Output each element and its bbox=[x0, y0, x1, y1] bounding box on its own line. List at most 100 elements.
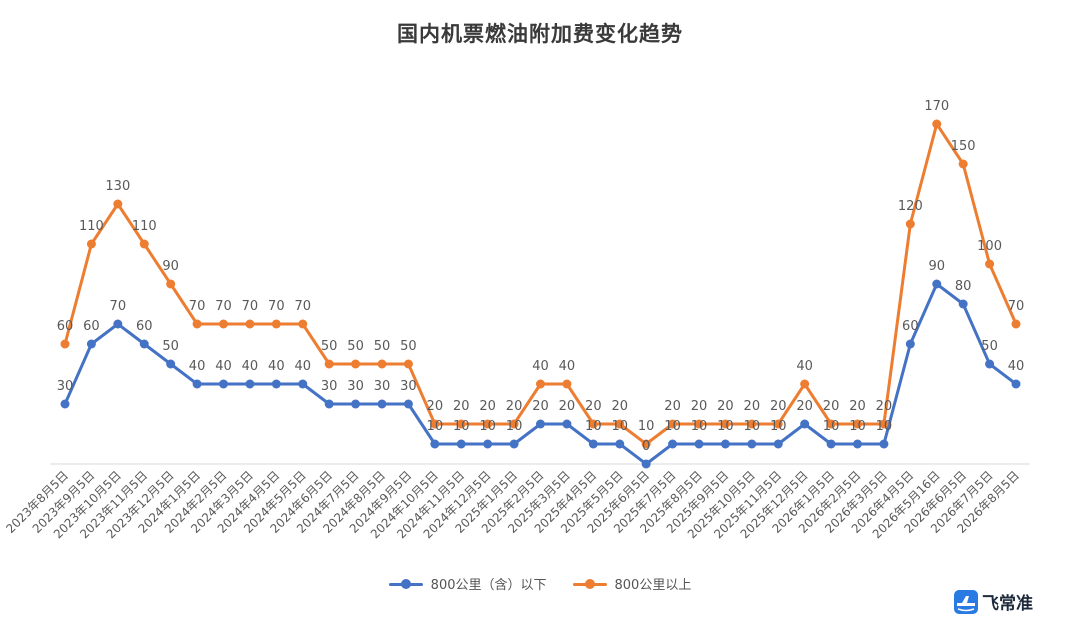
series-2-data-label: 40 bbox=[532, 359, 549, 374]
series-1-point[interactable] bbox=[905, 339, 915, 349]
series-2-data-label: 20 bbox=[849, 399, 866, 414]
series-1-point[interactable] bbox=[985, 359, 995, 369]
series-1-point[interactable] bbox=[773, 439, 783, 449]
series-2-data-label: 20 bbox=[479, 399, 496, 414]
series-2-point[interactable] bbox=[86, 239, 96, 249]
series-2-point[interactable] bbox=[166, 279, 176, 289]
series-2-data-label: 20 bbox=[453, 399, 470, 414]
series-2-point[interactable] bbox=[879, 419, 889, 429]
series-1-point[interactable] bbox=[219, 379, 228, 389]
series-2-point[interactable] bbox=[456, 419, 466, 429]
series-1-point[interactable] bbox=[615, 439, 625, 449]
series-2-data-label: 20 bbox=[717, 399, 734, 414]
series-1-point[interactable] bbox=[298, 379, 308, 389]
series-2-point[interactable] bbox=[985, 259, 995, 269]
series-1-point[interactable] bbox=[351, 399, 361, 409]
series-1-point[interactable] bbox=[588, 439, 598, 449]
series-2-point[interactable] bbox=[271, 319, 281, 329]
series-1-data-label: 10 bbox=[717, 419, 734, 434]
series-1-point[interactable] bbox=[800, 419, 810, 429]
legend-label-series-2: 800公里以上 bbox=[614, 578, 692, 593]
series-1-point[interactable] bbox=[324, 399, 334, 409]
legend-item-series-2[interactable]: 800公里以上 bbox=[572, 574, 692, 593]
series-2-data-label: 70 bbox=[215, 299, 232, 314]
series-1-point[interactable] bbox=[456, 439, 466, 449]
series-2-point[interactable] bbox=[562, 379, 572, 389]
series-1-point[interactable] bbox=[853, 439, 862, 449]
series-2-point[interactable] bbox=[377, 359, 387, 369]
series-1-point[interactable] bbox=[720, 439, 730, 449]
series-2-point[interactable] bbox=[509, 419, 519, 429]
series-2-point[interactable] bbox=[113, 199, 123, 209]
series-1-point[interactable] bbox=[139, 339, 149, 349]
series-2-point[interactable] bbox=[430, 419, 440, 429]
series-2-point[interactable] bbox=[615, 419, 625, 429]
series-1-point[interactable] bbox=[271, 379, 281, 389]
series-1-point[interactable] bbox=[641, 459, 651, 469]
plane-logo-icon bbox=[954, 589, 978, 614]
legend: 800公里（含）以下 800公里以上 bbox=[0, 574, 1080, 593]
series-2-point[interactable] bbox=[245, 319, 255, 329]
series-1-point[interactable] bbox=[1011, 379, 1021, 389]
series-2-point[interactable] bbox=[747, 419, 757, 429]
series-2-point[interactable] bbox=[905, 219, 915, 229]
series-2-point[interactable] bbox=[403, 359, 413, 369]
series-1-data-label: 30 bbox=[321, 379, 338, 394]
series-2-point[interactable] bbox=[60, 339, 70, 349]
series-2-point[interactable] bbox=[298, 319, 308, 329]
series-1-point[interactable] bbox=[826, 439, 836, 449]
series-2-point[interactable] bbox=[641, 439, 651, 449]
series-1-point[interactable] bbox=[536, 419, 545, 429]
series-2-data-label: 70 bbox=[268, 299, 285, 314]
series-1-point[interactable] bbox=[60, 399, 70, 409]
series-2-point[interactable] bbox=[826, 419, 836, 429]
series-1-point[interactable] bbox=[509, 439, 519, 449]
series-2-point[interactable] bbox=[536, 379, 545, 389]
series-2-point[interactable] bbox=[853, 419, 862, 429]
series-1-data-label: 50 bbox=[981, 339, 998, 354]
series-2-point[interactable] bbox=[351, 359, 361, 369]
series-2-data-label: 110 bbox=[132, 219, 157, 234]
series-2-point[interactable] bbox=[1011, 319, 1021, 329]
series-1-point[interactable] bbox=[192, 379, 202, 389]
series-1-point[interactable] bbox=[932, 279, 942, 289]
series-2-point[interactable] bbox=[139, 239, 149, 249]
series-2-data-label: 130 bbox=[105, 179, 130, 194]
series-1-data-label: 10 bbox=[770, 419, 787, 434]
series-2-data-label: 70 bbox=[1008, 299, 1025, 314]
series-1-point[interactable] bbox=[694, 439, 704, 449]
series-2-data-label: 20 bbox=[611, 399, 628, 414]
series-1-point[interactable] bbox=[668, 439, 678, 449]
series-2-data-label: 20 bbox=[770, 399, 787, 414]
series-1-point[interactable] bbox=[245, 379, 255, 389]
series-2-point[interactable] bbox=[720, 419, 730, 429]
series-2-point[interactable] bbox=[483, 419, 493, 429]
series-2-point[interactable] bbox=[219, 319, 228, 329]
legend-item-series-1[interactable]: 800公里（含）以下 bbox=[388, 574, 547, 593]
series-2-data-label: 60 bbox=[57, 319, 74, 334]
series-2-point[interactable] bbox=[800, 379, 810, 389]
series-2-point[interactable] bbox=[932, 119, 942, 129]
series-2-data-label: 20 bbox=[664, 399, 681, 414]
legend-label-series-1: 800公里（含）以下 bbox=[430, 578, 547, 593]
series-1-data-label: 10 bbox=[664, 419, 681, 434]
series-1-point[interactable] bbox=[113, 319, 123, 329]
series-1-point[interactable] bbox=[879, 439, 889, 449]
series-2-point[interactable] bbox=[192, 319, 202, 329]
series-2-point[interactable] bbox=[668, 419, 678, 429]
series-1-point[interactable] bbox=[86, 339, 96, 349]
series-1-data-label: 30 bbox=[374, 379, 391, 394]
series-2-point[interactable] bbox=[694, 419, 704, 429]
series-2-point[interactable] bbox=[324, 359, 334, 369]
series-2-point[interactable] bbox=[588, 419, 598, 429]
series-1-point[interactable] bbox=[483, 439, 493, 449]
series-1-point[interactable] bbox=[430, 439, 440, 449]
series-1-point[interactable] bbox=[403, 399, 413, 409]
series-1-point[interactable] bbox=[747, 439, 757, 449]
series-1-point[interactable] bbox=[377, 399, 387, 409]
series-2-point[interactable] bbox=[773, 419, 783, 429]
series-1-point[interactable] bbox=[166, 359, 176, 369]
series-2-point[interactable] bbox=[958, 159, 968, 169]
series-1-point[interactable] bbox=[562, 419, 572, 429]
series-1-point[interactable] bbox=[958, 299, 968, 309]
